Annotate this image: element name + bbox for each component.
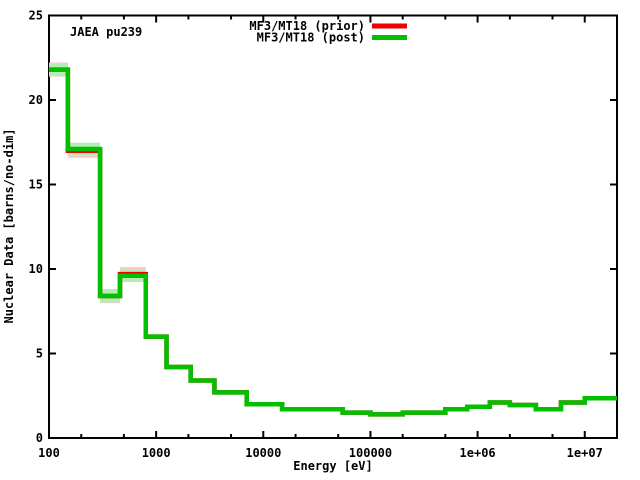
y-tick-label: 25: [29, 9, 43, 23]
y-tick-label: 15: [29, 178, 43, 192]
x-tick-label: 100: [38, 446, 60, 460]
y-tick-label: 0: [36, 431, 43, 445]
x-tick-label: 1000: [142, 446, 171, 460]
chart-title-label: JAEA pu239: [70, 25, 142, 39]
x-tick-label: 10000: [245, 446, 281, 460]
series-post-line: [49, 67, 617, 417]
x-tick-label: 1e+06: [460, 446, 496, 460]
series-prior-line: [49, 67, 617, 417]
legend-post-line-sample: [372, 35, 407, 40]
x-axis-label: Energy [eV]: [293, 459, 372, 473]
y-tick-label: 10: [29, 262, 43, 276]
legend-prior-line-sample: [372, 23, 407, 29]
y-tick-label: 20: [29, 93, 43, 107]
y-axis-label: Nuclear Data [barns/no-dim]: [2, 128, 16, 323]
legend-post-label: MF3/MT18 (post): [257, 31, 365, 45]
x-tick-label: 1e+07: [567, 446, 603, 460]
post-uncertainty-band: [49, 63, 146, 303]
plot-border: [48, 14, 618, 439]
y-tick-label: 5: [36, 347, 43, 361]
prior-uncertainty-band: [49, 62, 146, 304]
x-tick-label: 100000: [349, 446, 392, 460]
legend-prior-label: MF3/MT18 (prior): [249, 19, 365, 33]
